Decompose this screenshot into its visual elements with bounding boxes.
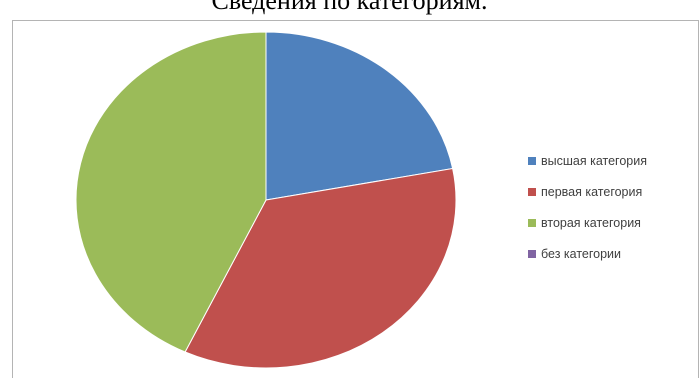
- legend-item-none: без категории: [528, 238, 647, 269]
- legend-label: первая категория: [541, 184, 643, 199]
- chart-title: Сведения по категориям.: [211, 0, 488, 15]
- legend-item-first: первая категория: [528, 176, 647, 207]
- pie-slice-second: [75, 31, 267, 353]
- pie-slice-first: [184, 167, 457, 369]
- legend-swatch: [528, 218, 536, 227]
- legend-item-second: вторая категория: [528, 207, 647, 238]
- legend: высшая категория первая категория вторая…: [528, 145, 647, 269]
- pie-slice-highest: [265, 31, 454, 201]
- legend-label: вторая категория: [541, 215, 641, 230]
- legend-label: высшая категория: [541, 153, 647, 168]
- legend-swatch: [528, 187, 536, 196]
- legend-swatch: [528, 156, 536, 165]
- legend-label: без категории: [541, 246, 622, 261]
- legend-swatch: [528, 249, 536, 258]
- legend-item-highest: высшая категория: [528, 145, 647, 176]
